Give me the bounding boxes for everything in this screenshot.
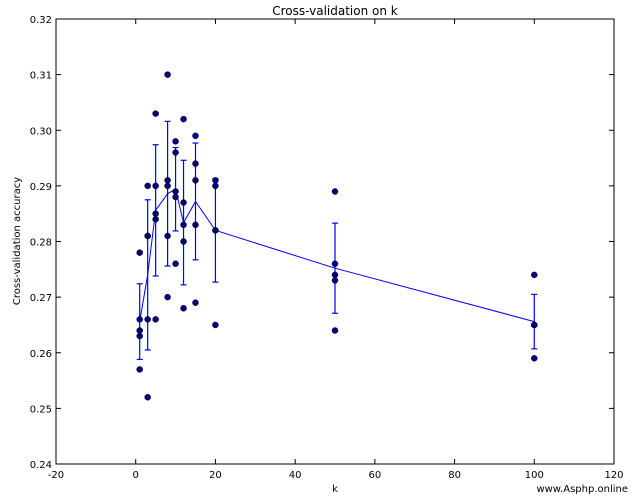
data-point <box>144 182 151 190</box>
data-point <box>331 188 339 195</box>
y-tick-label: 0.30 <box>30 126 52 137</box>
data-point <box>192 299 199 306</box>
data-point <box>331 327 339 334</box>
data-point <box>180 238 187 245</box>
data-point <box>212 227 219 234</box>
y-tick-label: 0.32 <box>30 15 52 26</box>
y-tick-label: 0.29 <box>30 182 52 193</box>
data-point <box>212 321 219 329</box>
watermark: www.Asphp.online <box>536 484 628 495</box>
x-tick-label: 40 <box>289 470 302 481</box>
data-point <box>192 177 199 184</box>
data-point <box>192 160 199 167</box>
data-point <box>144 232 151 240</box>
data-point <box>331 277 339 284</box>
y-tick-label: 0.24 <box>30 460 52 471</box>
data-point <box>531 355 538 362</box>
y-axis-label: Cross-validation accuracy <box>12 177 23 305</box>
data-point <box>136 332 143 340</box>
data-point <box>192 132 199 140</box>
data-point <box>172 149 179 156</box>
data-point <box>164 293 171 301</box>
data-point <box>531 321 538 329</box>
data-point <box>180 199 187 206</box>
x-tick-label: 120 <box>604 470 623 481</box>
data-point <box>172 260 179 267</box>
data-point <box>331 260 339 267</box>
data-point <box>164 177 171 184</box>
data-point <box>152 216 159 223</box>
y-tick-label: 0.27 <box>30 293 52 304</box>
y-tick-label: 0.28 <box>30 238 52 249</box>
data-point <box>180 221 187 229</box>
y-tick-label: 0.25 <box>30 404 52 415</box>
data-point <box>136 249 143 256</box>
mean-accuracy-line <box>139 188 535 323</box>
data-point <box>136 327 143 334</box>
data-point <box>136 316 143 323</box>
data-point <box>212 182 219 190</box>
x-axis-label: k <box>332 484 338 495</box>
x-tick-label: 0 <box>133 470 139 481</box>
data-point <box>152 110 159 117</box>
x-tick-label: 100 <box>525 470 544 481</box>
data-point <box>152 316 159 323</box>
data-point <box>331 271 339 279</box>
data-point <box>531 271 538 279</box>
data-point <box>164 71 171 78</box>
y-tick-label: 0.26 <box>30 349 52 360</box>
data-point <box>152 182 159 190</box>
data-point <box>180 115 187 123</box>
data-point <box>172 193 179 201</box>
x-tick-label: 20 <box>209 470 222 481</box>
chart-title: Cross-validation on k <box>272 4 398 18</box>
data-point <box>164 232 171 240</box>
data-point <box>144 394 151 401</box>
data-point <box>212 177 219 184</box>
y-tick-label: 0.31 <box>30 71 52 82</box>
data-point <box>180 305 187 312</box>
data-point <box>172 138 179 145</box>
plot-area: -20 0 20 40 60 80 100 120 0.24 0.25 0.26 0.27 0.28 0.… <box>30 15 624 481</box>
data-point <box>164 182 171 190</box>
data-point <box>136 366 143 373</box>
data-point <box>144 316 151 323</box>
data-point <box>152 210 159 217</box>
data-point <box>192 221 199 229</box>
x-tick-label: 80 <box>448 470 461 481</box>
x-tick-label: 60 <box>368 470 381 481</box>
x-tick-label: -20 <box>48 470 64 481</box>
data-point <box>172 188 179 195</box>
